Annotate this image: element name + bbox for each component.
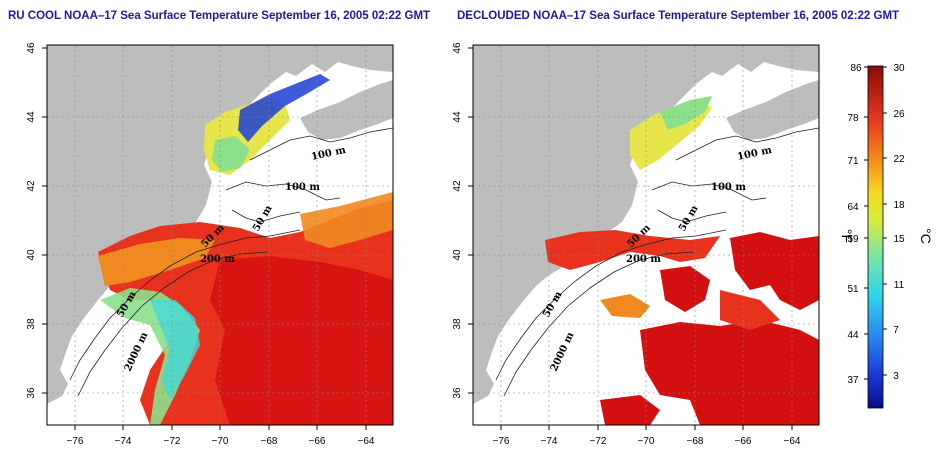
- left-lat-tick-label: 38: [26, 318, 37, 330]
- colorbar-fahrenheit-tick-label: 64: [847, 202, 859, 213]
- right-lat-tick-label: 44: [452, 111, 463, 123]
- right-map-sst-orange: [600, 294, 650, 318]
- colorbar-fahrenheit-unit: °F: [839, 229, 855, 243]
- right-map-ticks: [468, 47, 793, 430]
- left-map-contour-label: 200 m: [200, 254, 235, 265]
- left-lat-tick-label: 42: [26, 180, 37, 192]
- colorbar-celsius-tick-label: 22: [893, 154, 905, 165]
- colorbar-celsius-tick-label: 26: [893, 109, 905, 120]
- left-map-ticks: [42, 47, 367, 430]
- left-map-sst-orange: [98, 238, 215, 286]
- right-map-nova-scotia: [726, 80, 819, 140]
- left-lat-tick-label: 46: [26, 42, 37, 54]
- colorbar-ticks: [864, 66, 887, 380]
- left-lon-tick-label: −68: [261, 436, 278, 447]
- left-lon-tick-label: −72: [164, 436, 181, 447]
- right-lat-tick-label: 46: [452, 42, 463, 54]
- left-map-land: [47, 45, 393, 404]
- left-lon-tick-label: −64: [358, 436, 375, 447]
- right-lon-tick-label: −74: [541, 436, 558, 447]
- left-map: 100 m 100 m 50 m 50 m 200 m 50 m 2000 m …: [26, 42, 394, 447]
- colorbar-celsius-unit: °C: [918, 228, 934, 244]
- left-map-title: RU COOL NOAA–17 Sea Surface Temperature …: [8, 10, 431, 22]
- left-map-contour-label: 100 m: [285, 182, 320, 193]
- right-lon-tick-label: −64: [784, 436, 801, 447]
- right-map-sst-red-center: [660, 266, 710, 312]
- left-map-sst-blue: [238, 74, 330, 142]
- colorbar-celsius-tick-label: 30: [893, 63, 905, 74]
- right-map-contour-label: 100 m: [711, 182, 746, 193]
- right-lat-tick-label: 36: [452, 387, 463, 399]
- colorbar-gradient: [867, 65, 884, 409]
- left-map-sst-gom-orange: [300, 192, 393, 248]
- right-lat-tick-label: 38: [452, 318, 463, 330]
- right-lon-tick-label: −70: [638, 436, 655, 447]
- colorbar-celsius-tick-label: 3: [893, 371, 899, 382]
- right-map-sst-warm: [545, 230, 720, 270]
- left-lat-tick-label: 44: [26, 111, 37, 123]
- right-lon-tick-label: −66: [735, 436, 752, 447]
- left-lon-tick-label: −76: [67, 436, 84, 447]
- right-map-title: DECLOUDED NOAA–17 Sea Surface Temperatur…: [457, 10, 900, 22]
- colorbar-fahrenheit-tick-label: 44: [847, 330, 859, 341]
- left-lon-tick-label: −74: [115, 436, 132, 447]
- colorbar-celsius-tick-label: 7: [893, 325, 899, 336]
- right-lat-tick-label: 42: [452, 180, 463, 192]
- right-lon-tick-label: −68: [687, 436, 704, 447]
- right-map-isobaths: [495, 127, 819, 397]
- right-lon-tick-label: −72: [590, 436, 607, 447]
- colorbar-fahrenheit-tick-label: 51: [847, 284, 859, 295]
- right-map-sst-red-south: [640, 320, 819, 425]
- left-map-grid: [47, 45, 393, 425]
- right-map-sst-red-mid: [720, 290, 780, 330]
- right-map-land: [473, 45, 819, 404]
- left-lat-tick-label: 40: [26, 249, 37, 261]
- colorbar-celsius-tick-label: 11: [894, 280, 905, 291]
- right-lon-tick-label: −76: [493, 436, 510, 447]
- right-map-contour-label: 200 m: [626, 254, 661, 265]
- colorbar-fahrenheit-tick-label: 59: [847, 234, 859, 245]
- colorbar-fahrenheit-tick-label: 78: [847, 113, 859, 124]
- left-map-isobaths: [69, 127, 393, 397]
- left-lon-tick-label: −70: [212, 436, 229, 447]
- colorbar-fahrenheit-tick-label: 86: [850, 63, 862, 74]
- right-map-sst-south-patch: [600, 395, 660, 425]
- colorbar-celsius-tick-label: 15: [893, 234, 905, 245]
- left-map-nova-scotia: [300, 80, 393, 140]
- left-map-sst-cyan: [150, 300, 200, 400]
- right-map: 100 m 100 m 50 m 50 m 200 m 50 m 2000 m …: [452, 42, 820, 447]
- left-map-sst-hot: [210, 256, 393, 425]
- right-map-sst-red-east: [730, 232, 819, 310]
- colorbar-fahrenheit-tick-label: 71: [847, 156, 859, 167]
- right-map-grid: [473, 45, 819, 425]
- colorbar-fahrenheit-tick-label: 37: [847, 375, 859, 386]
- left-map-sst-green-patch: [212, 136, 250, 172]
- left-lat-tick-label: 36: [26, 387, 37, 399]
- left-lon-tick-label: −66: [309, 436, 326, 447]
- right-map-sst-green: [660, 96, 712, 130]
- colorbar: 86 78 71 64 59 51 44 37 30 26 22 18 15 1…: [839, 63, 934, 409]
- colorbar-celsius-tick-label: 18: [893, 200, 905, 211]
- right-lat-tick-label: 40: [452, 249, 463, 261]
